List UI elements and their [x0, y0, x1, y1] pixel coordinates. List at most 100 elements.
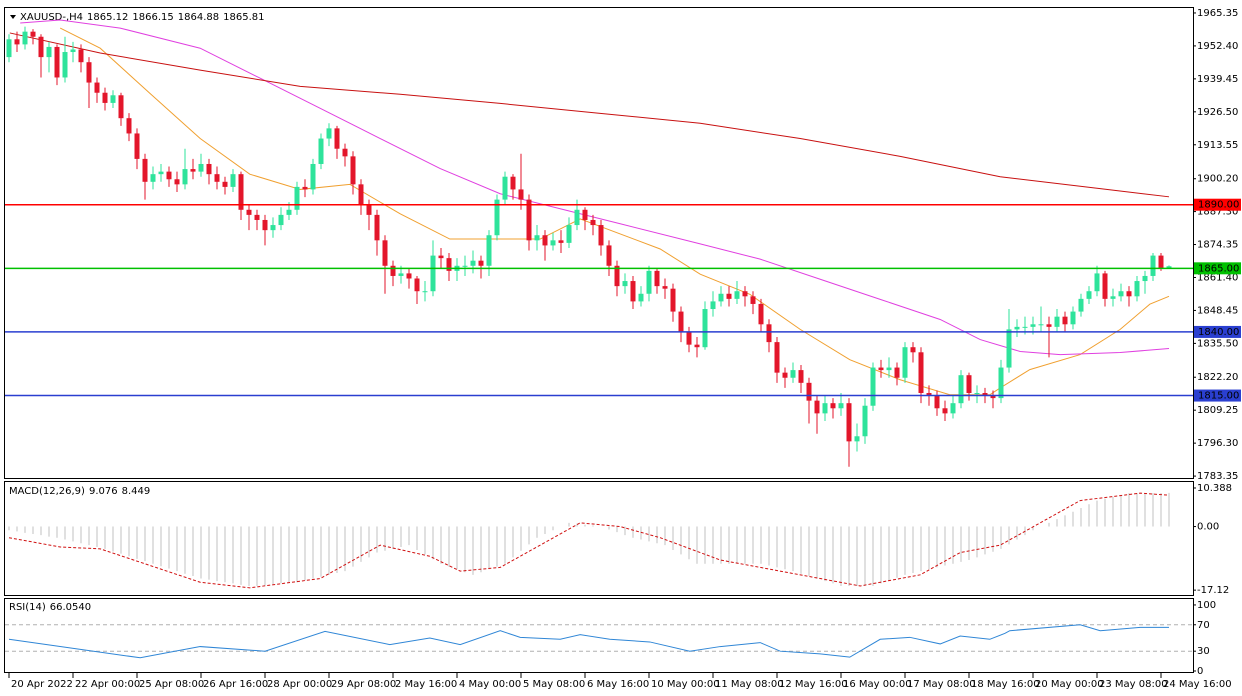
x-tick-label: 12 May 16:00 [779, 679, 848, 690]
candle-body [134, 133, 140, 159]
candle-body [470, 260, 476, 266]
candle-body [374, 214, 380, 241]
y-tick-label: 30 [1197, 646, 1210, 657]
candle-body [974, 393, 980, 395]
candle-body [1126, 291, 1132, 297]
candle-body [334, 128, 340, 149]
candle-body [126, 118, 132, 134]
candle-body [150, 174, 156, 182]
candle-body [966, 375, 972, 394]
moving-average [59, 27, 1170, 396]
candle-body [1030, 324, 1036, 327]
candle-body [1054, 316, 1060, 327]
x-tick-label: 24 May 16:00 [1163, 679, 1232, 690]
candle-body [806, 382, 812, 401]
candle-body [278, 214, 284, 226]
candle-body [1134, 281, 1140, 297]
candle-body [606, 245, 612, 266]
candle-body [862, 405, 868, 437]
candle-body [22, 31, 28, 45]
candle-body [542, 235, 548, 246]
candle-body [814, 400, 820, 414]
x-tick-label: 25 Apr 08:00 [139, 679, 204, 690]
candle-body [1110, 296, 1116, 299]
level-label-box [1194, 325, 1241, 338]
candle-body [366, 204, 372, 215]
symbol: XAUUSD-,H4 [20, 12, 83, 23]
x-tick-label: 20 Apr 2022 [11, 679, 73, 690]
candle-body [622, 281, 628, 287]
last-close: 1865.81 [223, 12, 264, 23]
level-label: 1815.00 [1198, 391, 1239, 402]
candle-body [246, 209, 252, 215]
macd-panel [4, 481, 1194, 596]
x-tick-label: 4 May 00:00 [459, 679, 521, 690]
candle-body [790, 370, 796, 378]
y-tick-label: 1900.20 [1197, 174, 1238, 185]
candle-body [342, 148, 348, 157]
candle-body [846, 403, 852, 442]
candle-body [94, 82, 100, 93]
candle-body [350, 156, 356, 185]
candle-body [798, 370, 804, 383]
candle-body [62, 52, 68, 78]
candle-body [1070, 311, 1076, 325]
candle-body [222, 181, 228, 187]
candle-body [142, 158, 148, 182]
x-tick-label: 6 May 16:00 [587, 679, 649, 690]
candle-body [198, 163, 204, 172]
candle-body [1150, 255, 1156, 276]
y-tick-label: 1926.50 [1197, 107, 1238, 118]
candle-body [574, 209, 580, 226]
candle-body [358, 184, 364, 205]
candle-body [230, 174, 236, 187]
candle-body [934, 395, 940, 409]
candle-body [990, 395, 996, 399]
candle-body [398, 273, 404, 276]
main-header: XAUUSD-,H4 1865.12 1866.15 1864.88 1865.81 [20, 12, 264, 23]
candle-body [110, 95, 116, 103]
candle-body [590, 219, 596, 226]
candle-body [598, 225, 604, 246]
candle-body [382, 240, 388, 266]
macd-last: 9.076 [89, 486, 118, 497]
x-tick-label: 20 May 00:00 [1035, 679, 1104, 690]
candle-body [238, 174, 244, 210]
y-tick-label: 1874.35 [1197, 240, 1238, 251]
candle-body [1006, 329, 1012, 368]
candle-body [766, 324, 772, 343]
candle-body [1022, 326, 1028, 328]
y-tick-label: 0 [1197, 666, 1203, 677]
candle-body [910, 347, 916, 353]
candle-body [662, 286, 668, 289]
candle-body [54, 46, 60, 78]
candle-body [118, 95, 124, 119]
candle-body [30, 31, 36, 37]
y-tick-label: 1809.25 [1197, 405, 1238, 416]
candle-body [950, 403, 956, 414]
candle-body [894, 367, 900, 378]
candle-body [86, 62, 92, 83]
rsi-line [8, 624, 1170, 659]
x-tick-label: 29 Apr 08:00 [331, 679, 396, 690]
candle-body [70, 49, 76, 53]
y-tick-label: 1939.45 [1197, 74, 1238, 85]
candle-body [1158, 255, 1164, 269]
rsi-header: RSI(14) 66.0540 [9, 602, 91, 613]
level-label: 1840.00 [1198, 327, 1239, 338]
candle-body [1094, 273, 1100, 292]
candle-body [646, 270, 652, 294]
y-tick-label: -17.12 [1197, 585, 1229, 596]
candle-body [262, 219, 268, 231]
y-tick-label: 1887.30 [1197, 207, 1238, 218]
candle-body [998, 367, 1004, 399]
candle-body [78, 49, 84, 63]
y-tick-label: 1913.55 [1197, 140, 1238, 151]
candle-body [254, 214, 260, 220]
y-tick-label: 1848.45 [1197, 305, 1238, 316]
candle-body [6, 39, 12, 58]
last-high: 1866.15 [132, 12, 173, 23]
y-tick-label: 1861.40 [1197, 272, 1238, 283]
